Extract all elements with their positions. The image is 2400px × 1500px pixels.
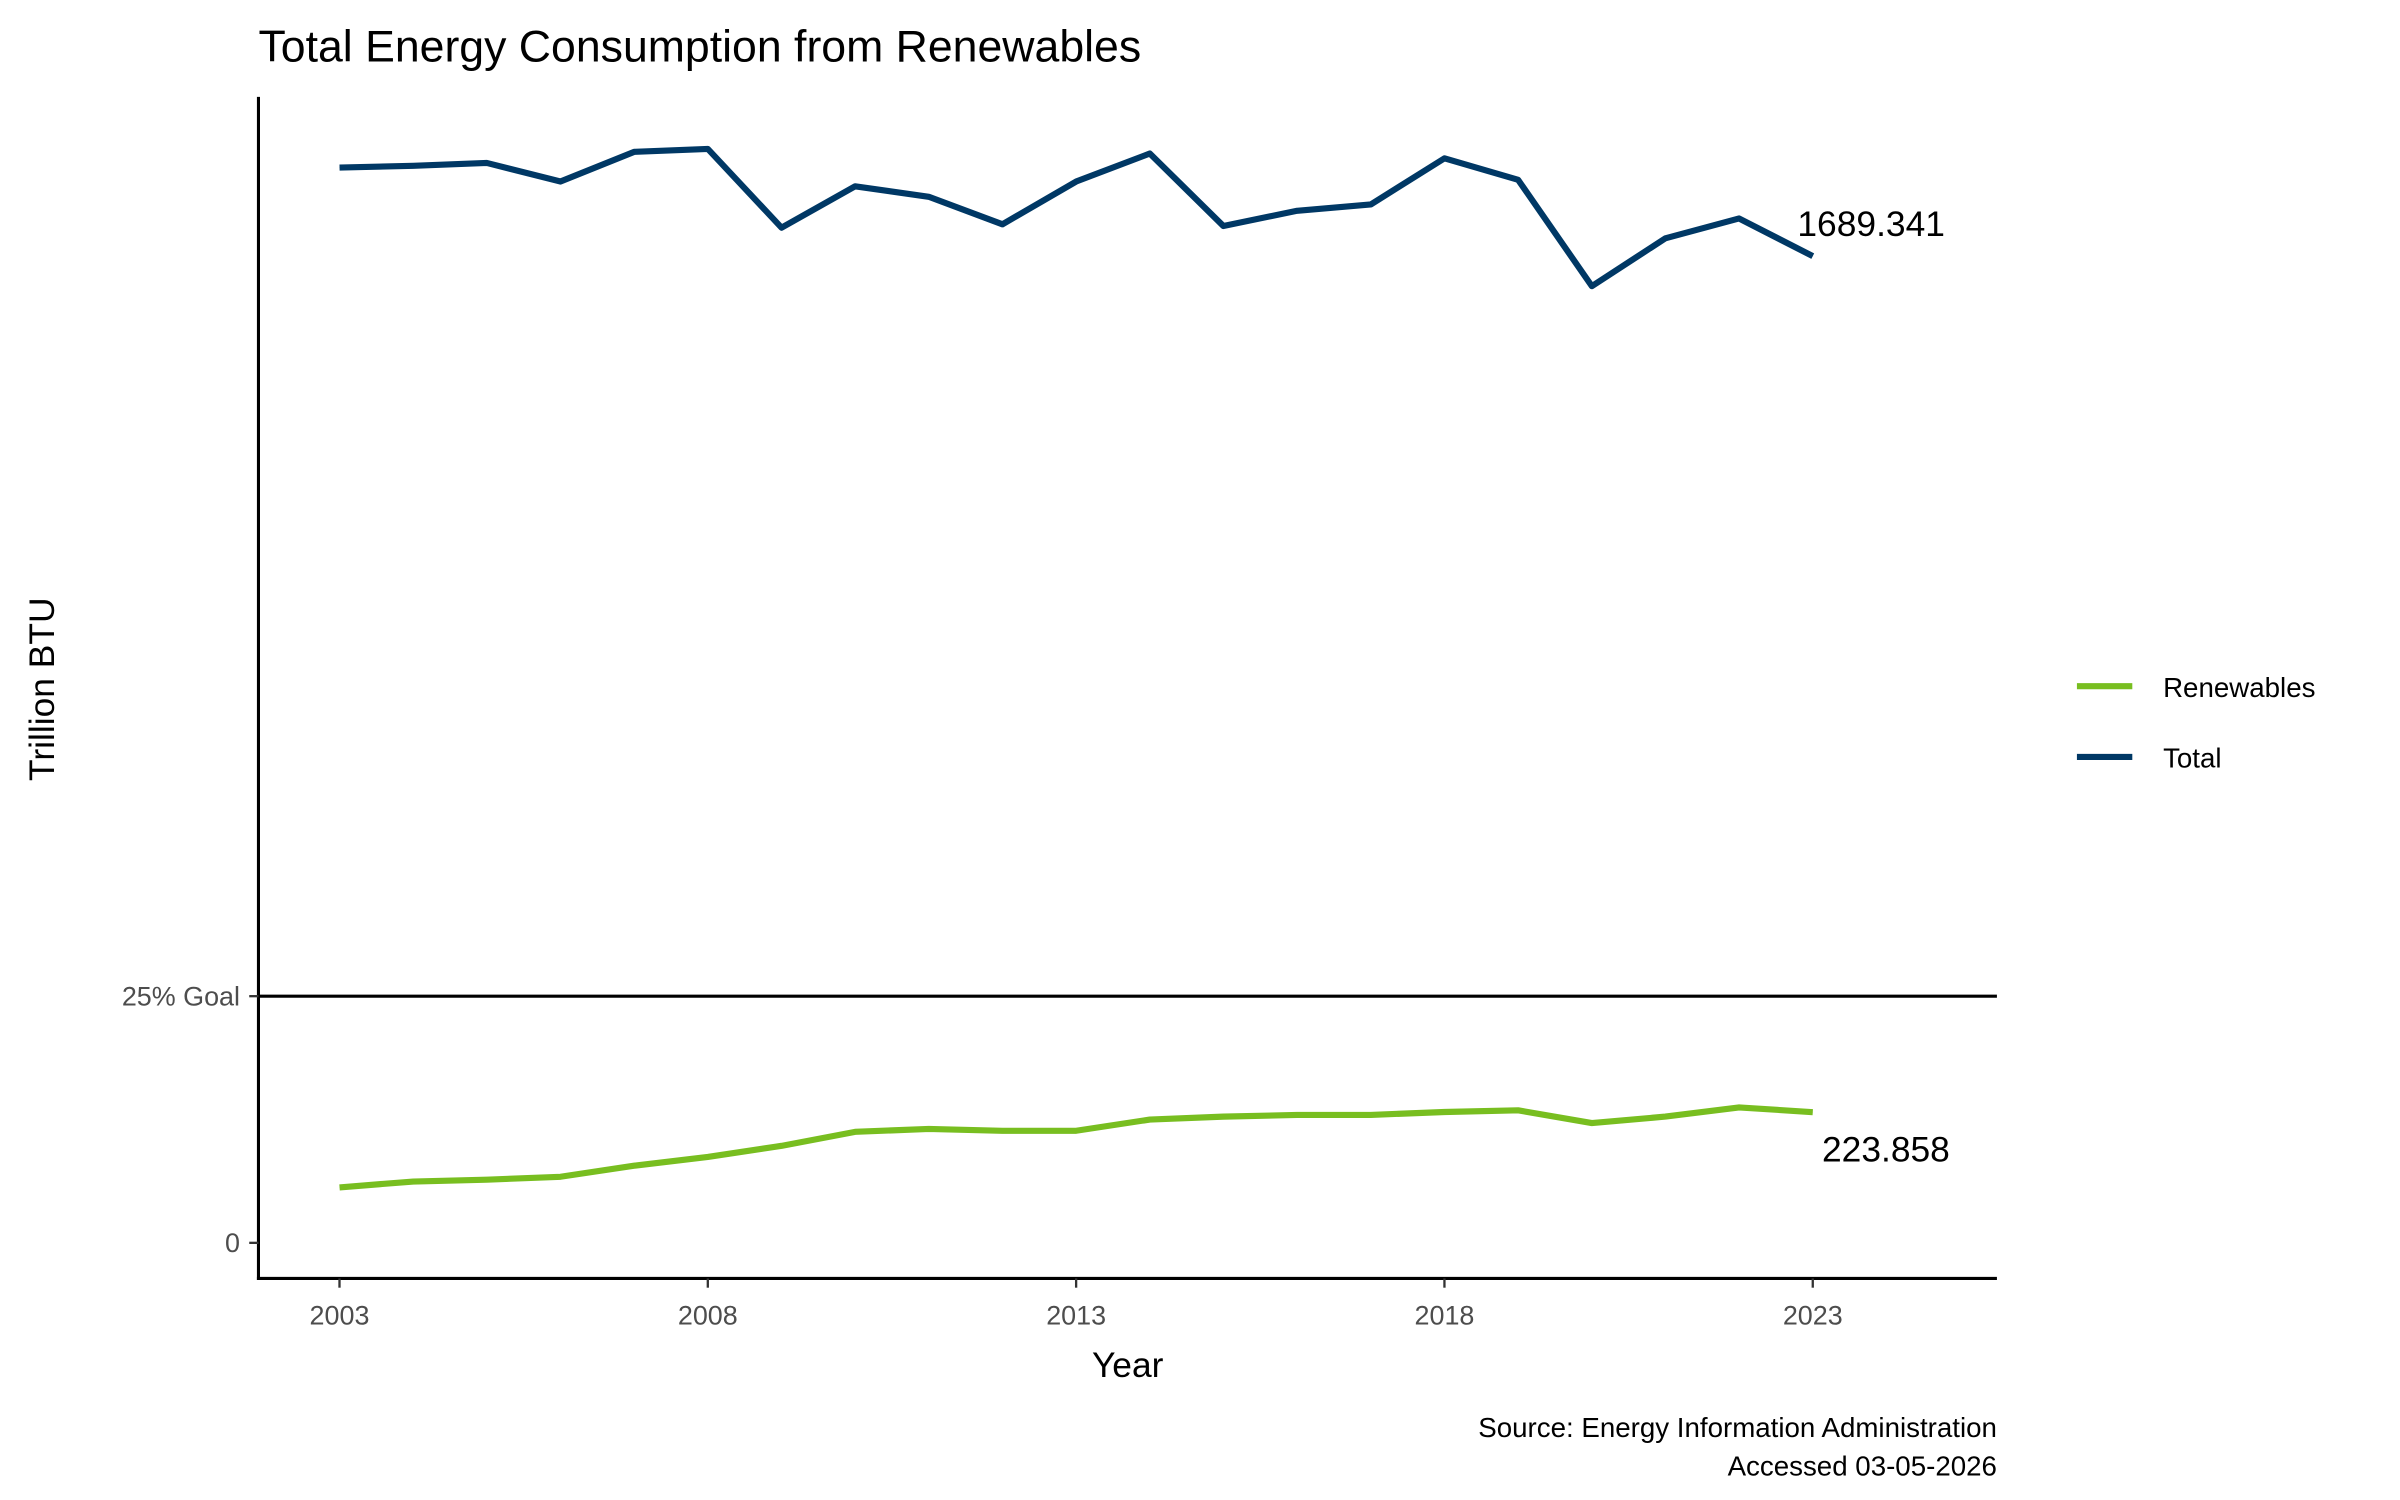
legend: Renewables Total (2076, 672, 2315, 774)
series-line-renewables (339, 1104, 1813, 1191)
caption-accessed: Accessed 03-05-2026 (1728, 1450, 1997, 1481)
series-line-total (339, 145, 1815, 290)
x-tick-label: 2018 (1415, 1301, 1475, 1331)
chart-title: Total Energy Consumption from Renewables (258, 23, 1141, 72)
caption-source: Source: Energy Information Administratio… (1478, 1412, 1997, 1443)
x-tick-label: 2003 (310, 1301, 370, 1331)
end-label-renewables: 223.858 (1822, 1130, 1950, 1169)
x-tick-label: 2013 (1046, 1301, 1106, 1331)
x-tick-label: 2023 (1783, 1301, 1843, 1331)
legend-label-total: Total (2163, 743, 2221, 774)
y-tick-label: 25% Goal (122, 981, 240, 1011)
legend-label-renewables: Renewables (2163, 672, 2315, 703)
y-tick-label: 0 (225, 1228, 240, 1258)
end-label-total: 1689.341 (1797, 205, 1945, 244)
x-axis-title: Year (1092, 1346, 1164, 1385)
y-axis-title: Trillion BTU (23, 598, 62, 781)
x-tick-label: 2008 (678, 1301, 738, 1331)
plot-area: 2003 2008 2013 2018 2023 0 25% Goal 223.858 1689… (122, 96, 1997, 1331)
